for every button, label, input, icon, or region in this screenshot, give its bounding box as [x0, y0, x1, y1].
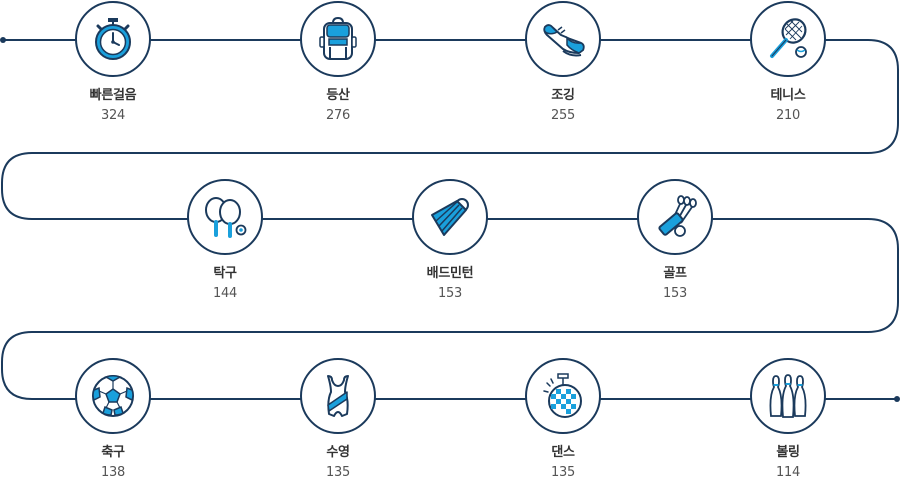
activity-icon-circle [750, 1, 826, 77]
running-shoe-icon [543, 24, 585, 57]
activity-icon-circle [75, 1, 151, 77]
timeline-start-dot [0, 37, 6, 43]
activity-item: 탁구 144 [155, 179, 295, 302]
activity-item: 조깅 255 [493, 1, 633, 124]
swimsuit-icon [327, 375, 349, 417]
activity-count: 255 [551, 108, 575, 123]
activity-label: 볼링 [776, 445, 800, 460]
activity-item: 댄스 135 [493, 358, 633, 481]
activity-label: 배드민턴 [426, 266, 474, 281]
activity-icon-circle [525, 1, 601, 77]
activity-label: 조깅 [551, 88, 575, 103]
activity-icon-circle [187, 179, 263, 255]
activity-count: 138 [101, 465, 125, 480]
disco-ball-icon [543, 373, 582, 418]
activity-count: 276 [326, 108, 350, 123]
activity-item: 골프 153 [605, 179, 745, 302]
soccer-ball-icon [92, 375, 134, 417]
activity-count: 135 [326, 465, 350, 480]
stopwatch-icon [95, 18, 131, 60]
activity-label: 빠른걸음 [89, 88, 137, 103]
activity-count: 324 [101, 108, 125, 123]
golf-clubs-icon [658, 195, 697, 237]
activity-icon-circle [637, 179, 713, 255]
backpack-icon [319, 16, 357, 60]
activity-label: 수영 [326, 445, 350, 460]
activity-count: 144 [213, 286, 237, 301]
bowling-pins-icon [769, 374, 807, 418]
activity-label: 축구 [101, 445, 125, 460]
activity-count: 153 [438, 286, 462, 301]
activity-item: 배드민턴 153 [380, 179, 520, 302]
activity-count: 114 [776, 465, 800, 480]
activity-item: 등산 276 [268, 1, 408, 124]
timeline-end-dot [894, 396, 900, 402]
shuttlecock-icon [431, 198, 469, 236]
ping-pong-paddles-icon [205, 197, 247, 238]
activity-item: 수영 135 [268, 358, 408, 481]
activity-label: 댄스 [551, 445, 575, 460]
activity-icon-circle [300, 1, 376, 77]
activity-label: 골프 [663, 266, 687, 281]
tennis-racket-icon [770, 18, 807, 58]
activity-item: 테니스 210 [718, 1, 858, 124]
activity-icon-circle [412, 179, 488, 255]
activity-item: 축구 138 [43, 358, 183, 481]
activity-count: 210 [776, 108, 800, 123]
activity-item: 빠른걸음 324 [43, 1, 183, 124]
activity-item: 볼링 114 [718, 358, 858, 481]
activity-label: 테니스 [770, 88, 806, 103]
activity-icon-circle [750, 358, 826, 434]
activity-icon-circle [75, 358, 151, 434]
activity-icon-circle [300, 358, 376, 434]
activity-icon-circle [525, 358, 601, 434]
activity-count: 135 [551, 465, 575, 480]
activity-label: 탁구 [213, 266, 237, 281]
activity-label: 등산 [326, 88, 350, 103]
activity-count: 153 [663, 286, 687, 301]
